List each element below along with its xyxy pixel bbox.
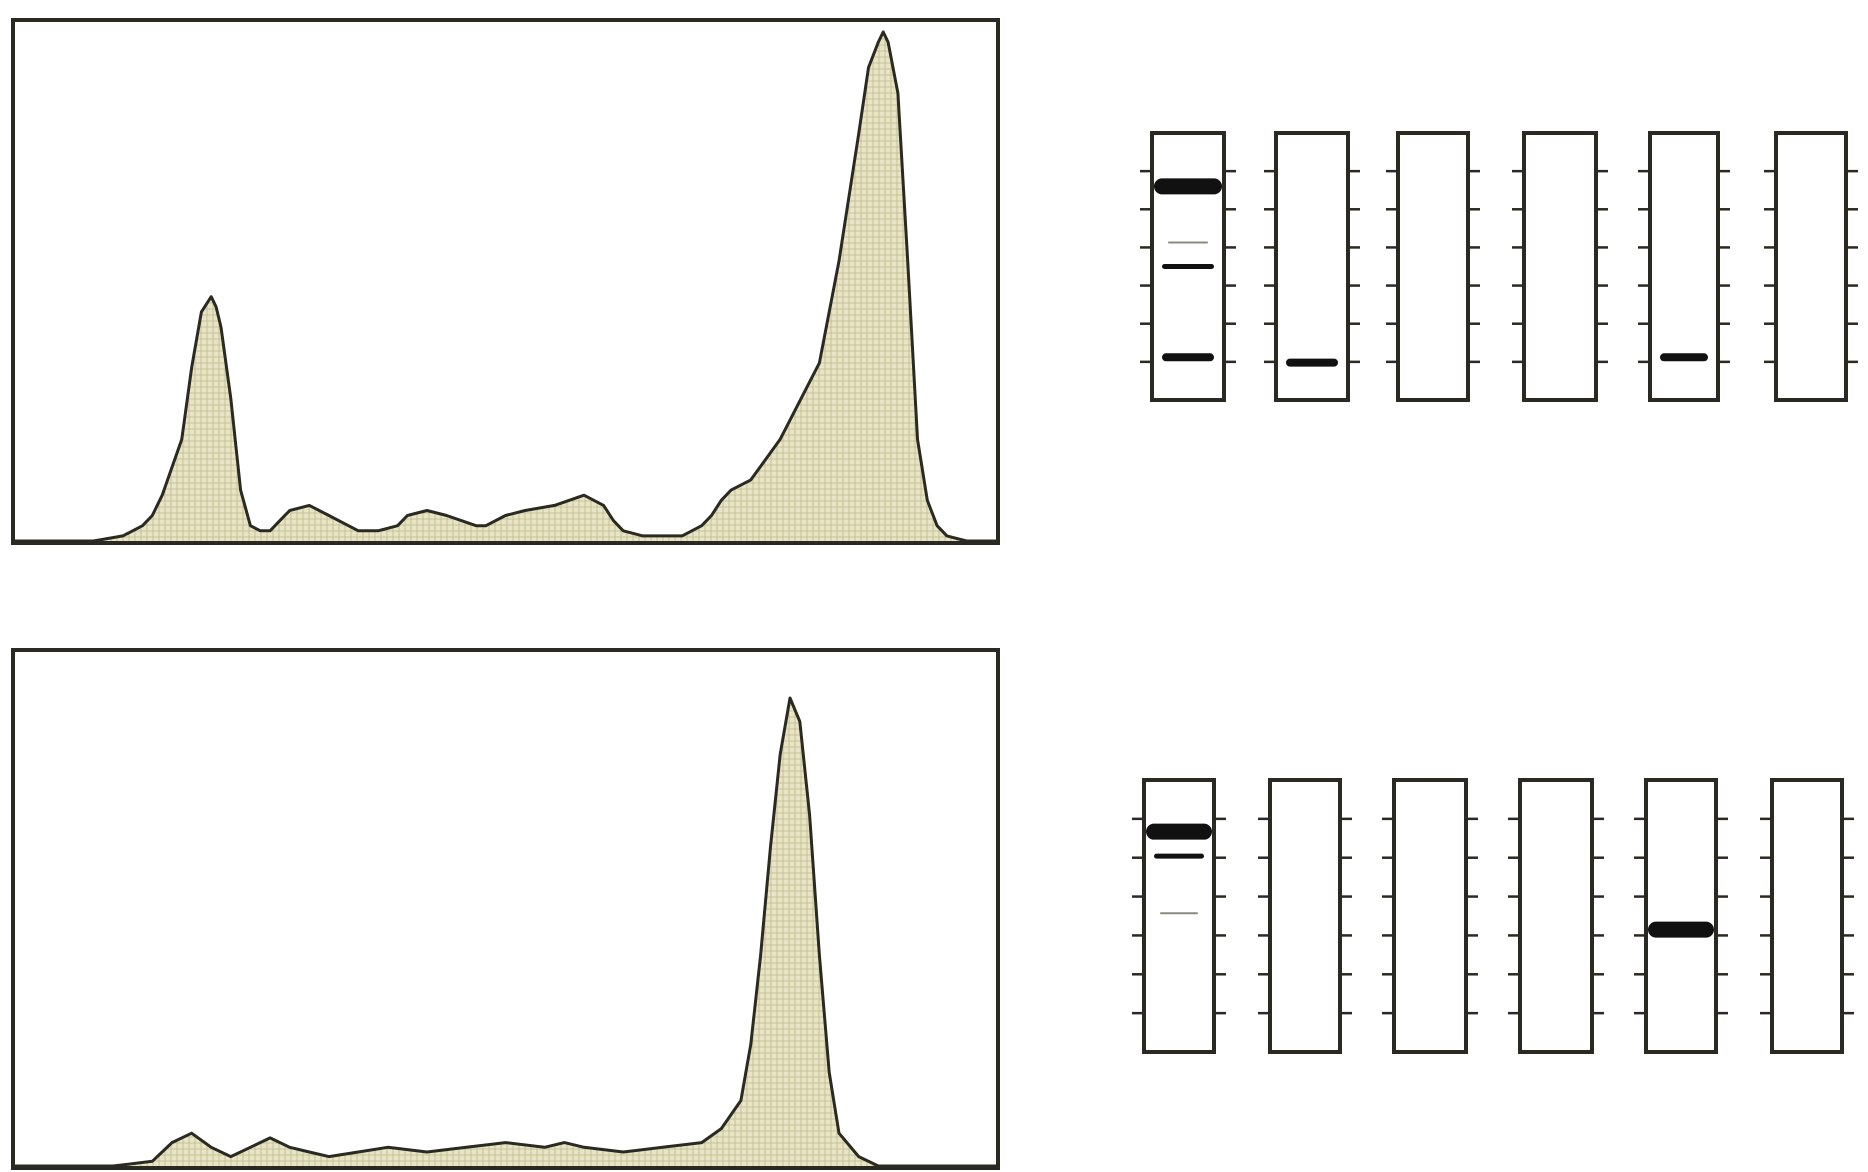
gel-band	[1162, 353, 1214, 362]
gel-lane-frame	[1392, 778, 1468, 1054]
top-densitometry-panel	[11, 18, 1000, 545]
gel-lane-frame	[1644, 778, 1718, 1054]
gel-lane-frame	[1522, 131, 1598, 402]
gel-lane	[1132, 778, 1226, 1054]
gel-band	[1162, 264, 1214, 269]
gel-lane	[1264, 131, 1360, 402]
gel-lane-frame	[1268, 778, 1342, 1054]
gel-lane-frame	[1396, 131, 1470, 402]
gel-lane	[1508, 778, 1604, 1054]
top-trace-area	[15, 32, 996, 541]
bottom-trace-area	[15, 698, 996, 1166]
bottom-plot-frame	[11, 648, 1000, 1170]
gel-lane	[1140, 131, 1236, 402]
gel-lane-frame	[1142, 778, 1216, 1054]
gel-lane	[1760, 778, 1854, 1054]
bottom-trace-line	[15, 696, 996, 1168]
gel-lane-frame	[1518, 778, 1594, 1054]
gel-band	[1660, 353, 1708, 362]
bottom-densitometry-panel	[11, 648, 1000, 1170]
gel-band	[1286, 358, 1338, 367]
gel-band	[1146, 823, 1212, 840]
gel-lane-frame	[1770, 778, 1844, 1054]
gel-band	[1154, 178, 1222, 195]
gel-lane	[1638, 131, 1730, 402]
gel-band	[1168, 241, 1208, 244]
gel-band	[1160, 912, 1198, 915]
top-trace-line	[15, 30, 996, 543]
gel-band	[1648, 921, 1714, 938]
gel-band	[1154, 853, 1204, 859]
gel-lane	[1764, 131, 1858, 402]
gel-lane	[1634, 778, 1728, 1054]
gel-lane	[1512, 131, 1608, 402]
gel-lane-frame	[1774, 131, 1848, 402]
gel-lane	[1386, 131, 1480, 402]
gel-lane	[1382, 778, 1478, 1054]
top-plot-frame	[11, 18, 1000, 545]
gel-lane-frame	[1274, 131, 1350, 402]
top-gel-strips	[1140, 131, 1858, 402]
gel-lane	[1258, 778, 1352, 1054]
bottom-gel-strips	[1132, 778, 1854, 1054]
